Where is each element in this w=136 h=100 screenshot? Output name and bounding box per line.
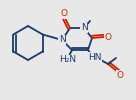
Text: N: N — [59, 36, 65, 44]
Text: N: N — [81, 24, 87, 32]
Text: H₂N: H₂N — [59, 56, 77, 64]
Text: O: O — [61, 10, 67, 18]
Text: O: O — [117, 70, 123, 80]
Text: HN: HN — [88, 52, 102, 62]
Text: O: O — [104, 32, 112, 42]
